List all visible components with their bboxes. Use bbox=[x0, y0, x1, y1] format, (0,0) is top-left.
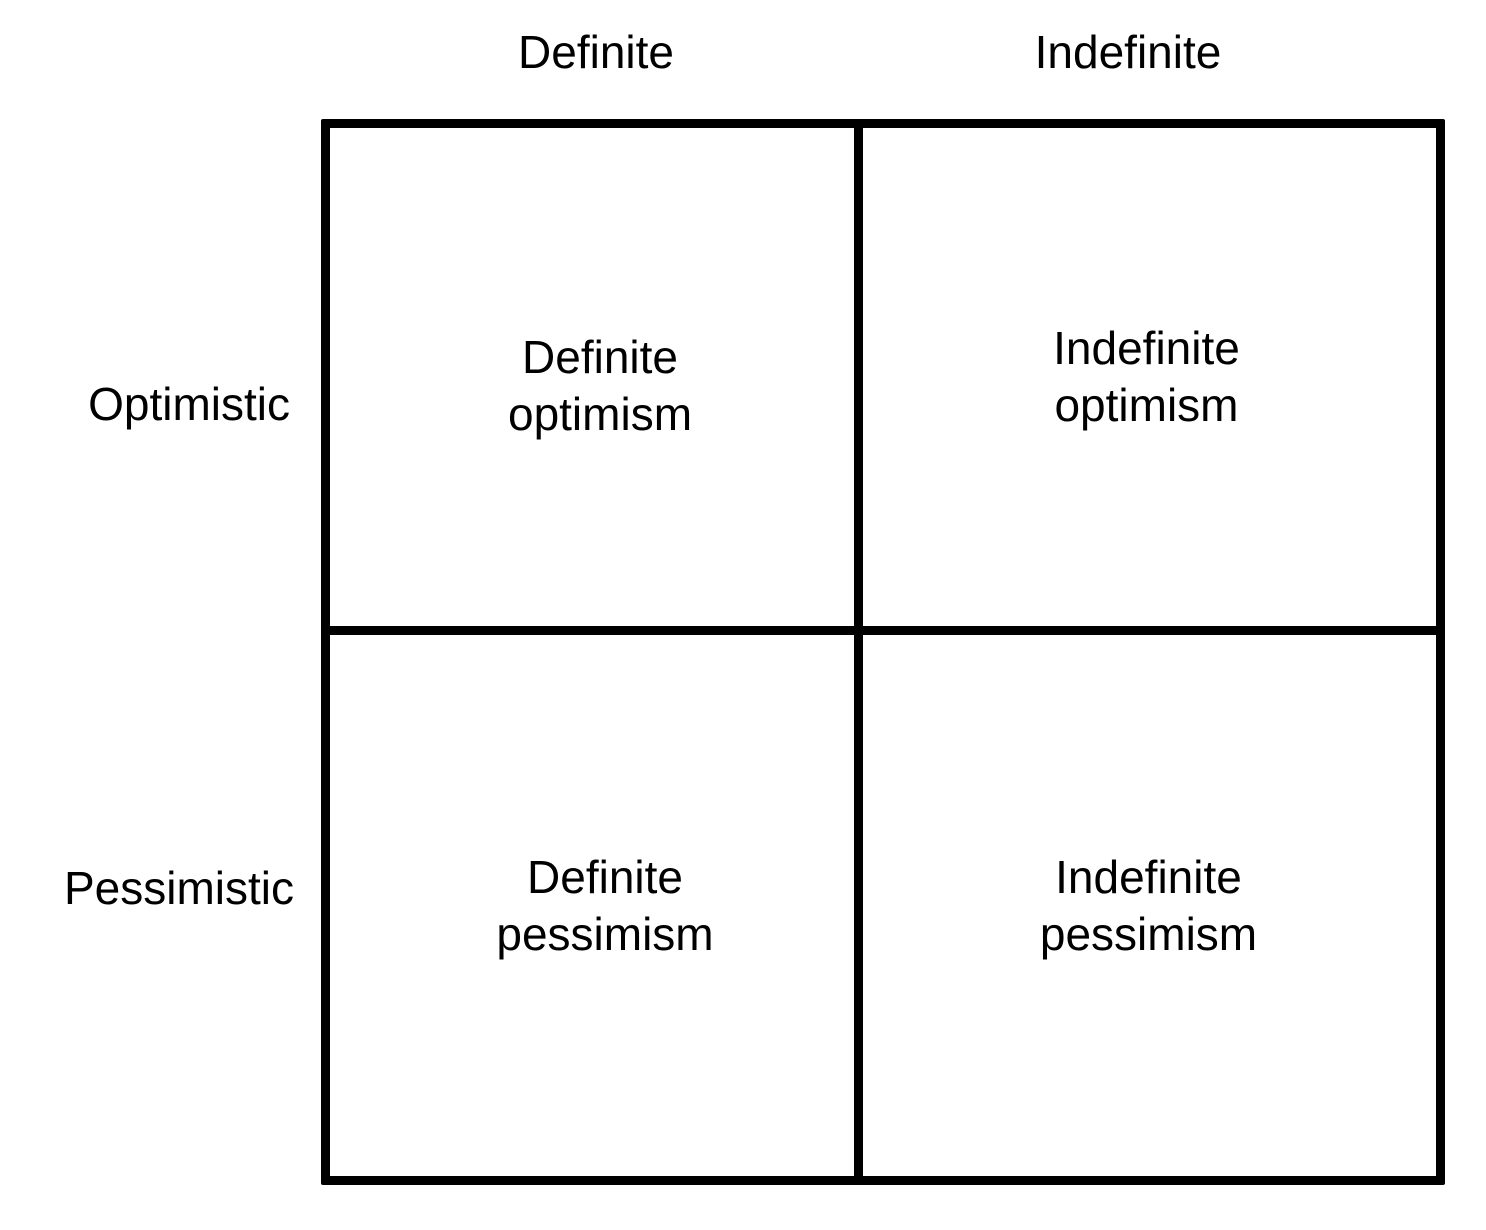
column-header-definite: Definite bbox=[518, 26, 674, 78]
cell-indefinite-pessimism: Indefinite pessimism bbox=[863, 635, 1436, 1176]
cell-indefinite-pessimism-line2: pessimism bbox=[1039, 907, 1258, 960]
vertical-divider bbox=[854, 119, 863, 1185]
cell-indefinite-optimism-line2: optimism bbox=[1054, 379, 1239, 431]
horizontal-divider bbox=[321, 626, 1445, 635]
cell-definite-optimism-line1: Definite bbox=[522, 331, 678, 383]
row-header-pessimistic: Pessimistic bbox=[63, 862, 294, 914]
cell-definite-pessimism-line2: pessimism bbox=[496, 907, 714, 960]
cell-indefinite-optimism: Indefinite optimism bbox=[863, 128, 1436, 626]
cell-definite-pessimism-line1: Definite bbox=[527, 850, 683, 903]
column-header-indefinite: Indefinite bbox=[1034, 26, 1222, 78]
row-header-optimistic: Optimistic bbox=[88, 378, 290, 430]
cell-definite-pessimism: Definite pessimism bbox=[330, 635, 854, 1176]
quadrant-grid-frame bbox=[321, 119, 1445, 1185]
cell-definite-optimism: Definite optimism bbox=[330, 128, 854, 626]
cell-indefinite-optimism-line1: Indefinite bbox=[1053, 322, 1240, 374]
cell-indefinite-pessimism-line1: Indefinite bbox=[1055, 850, 1242, 903]
cell-definite-optimism-line2: optimism bbox=[507, 388, 693, 440]
